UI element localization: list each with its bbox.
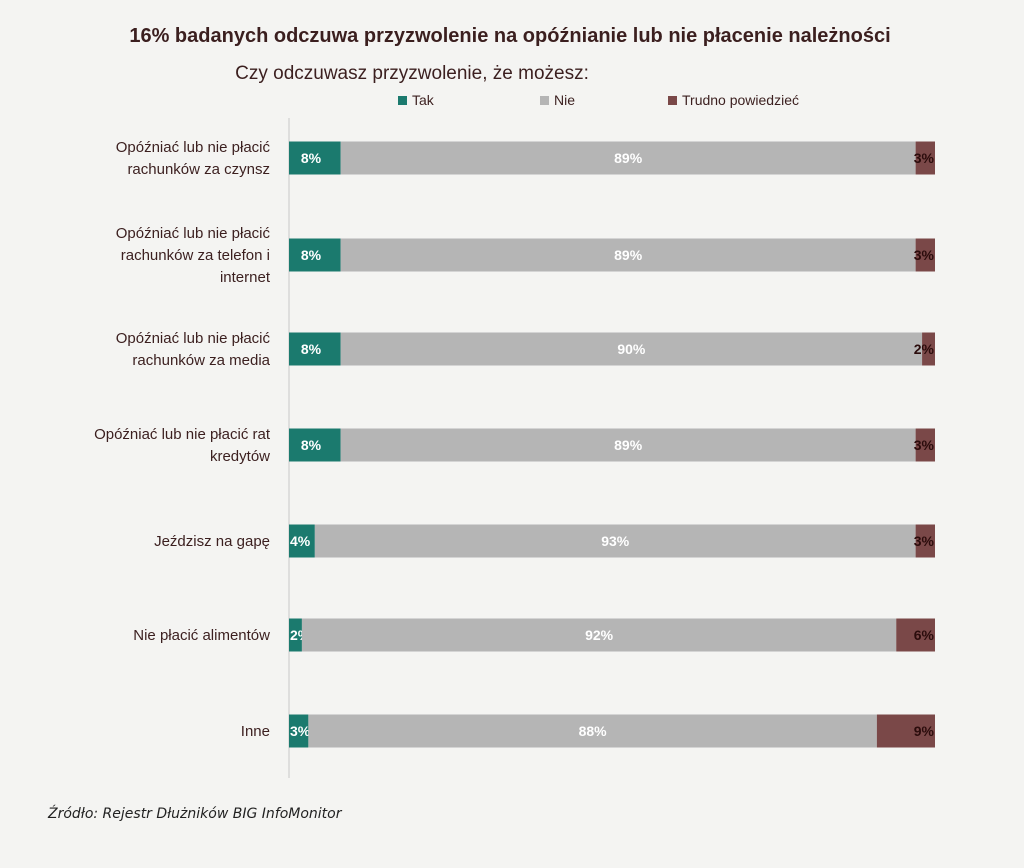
category-label: rachunków za media (132, 352, 270, 369)
legend-label: Trudno powiedzieć (682, 92, 799, 108)
bar-segment (314, 524, 916, 558)
bar-segment (289, 141, 341, 175)
legend-label: Nie (554, 92, 575, 108)
bar-segment (289, 618, 302, 652)
category-label: internet (220, 269, 271, 286)
bar-value-label: 3% (290, 723, 311, 739)
bar-segment (340, 238, 916, 272)
bar-value-label: 6% (914, 627, 935, 643)
bar-segment (301, 618, 897, 652)
source-note: Źródło: Rejestr Dłużników BIG InfoMonito… (48, 806, 342, 822)
bar-segment (289, 238, 341, 272)
bars: 8% 89% 3%8% 89% 3%8% 90% 2%8% 89% 3%4% 93% 3%2% 92%… (289, 141, 935, 748)
bar-value-label: 89% (614, 247, 643, 263)
bar-value-label: 3% (914, 247, 935, 263)
category-labels: Opóźniać lub nie płacić rachunków za czyn… (94, 139, 271, 740)
bar-value-label: 2% (914, 341, 935, 357)
bar-segment (896, 618, 935, 652)
bar-value-label: 92% (585, 627, 614, 643)
bar-value-label: 9% (914, 723, 935, 739)
legend-swatch (398, 96, 407, 105)
bar-value-label: 4% (290, 533, 311, 549)
chart-title: 16% badanych odczuwa przyzwolenie na opó… (129, 25, 890, 47)
category-label: rachunków za czynsz (127, 161, 270, 178)
bar-segment (289, 714, 309, 748)
category-label: Opóźniać lub nie płacić (116, 330, 271, 347)
bar-segment (876, 714, 935, 748)
bar-segment (915, 141, 935, 175)
legend-swatch (540, 96, 549, 105)
category-label: rachunków za telefon i (121, 247, 270, 264)
bar-value-label: 89% (614, 150, 643, 166)
legend-label: Tak (412, 92, 435, 108)
bar-segment (340, 141, 916, 175)
category-label: Opóźniać lub nie płacić rat (94, 426, 271, 443)
bar-segment (289, 524, 315, 558)
bar-value-label: 88% (579, 723, 608, 739)
bar-segment (340, 332, 923, 366)
bar-segment (922, 332, 935, 366)
bar-value-label: 3% (914, 150, 935, 166)
category-label: kredytów (210, 448, 270, 465)
bar-segment (308, 714, 877, 748)
bar-value-label: 90% (617, 341, 646, 357)
category-label: Opóźniać lub nie płacić (116, 139, 271, 156)
chart-subtitle: Czy odczuwasz przyzwolenie, że możesz: (235, 63, 589, 84)
bar-segment (289, 428, 341, 462)
bar-value-label: 3% (914, 533, 935, 549)
category-label: Jeździsz na gapę (154, 533, 270, 550)
bar-segment (915, 524, 935, 558)
legend-swatch (668, 96, 677, 105)
bar-value-label: 89% (614, 437, 643, 453)
category-label: Nie płacić alimentów (133, 627, 270, 644)
bar-value-label: 3% (914, 437, 935, 453)
category-label: Inne (241, 723, 270, 740)
bar-value-label: 8% (301, 437, 322, 453)
category-label: Opóźniać lub nie płacić (116, 225, 271, 242)
bar-segment (289, 332, 341, 366)
bar-value-label: 8% (301, 247, 322, 263)
bar-segment (915, 428, 935, 462)
bar-value-label: 8% (301, 341, 322, 357)
bar-segment (915, 238, 935, 272)
legend: Tak Nie Trudno powiedzieć (398, 92, 799, 108)
bar-value-label: 8% (301, 150, 322, 166)
bar-value-label: 93% (601, 533, 630, 549)
bar-segment (340, 428, 916, 462)
